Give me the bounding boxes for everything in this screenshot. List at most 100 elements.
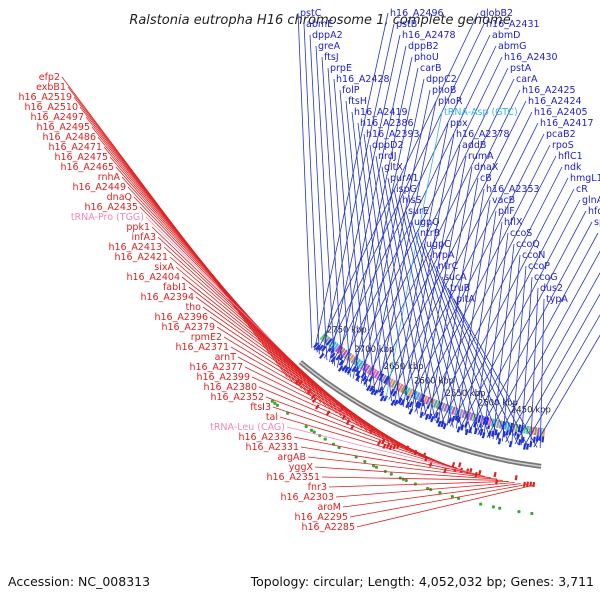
forward-gene-label[interactable]: hflC1 <box>558 151 583 162</box>
forward-gene-label[interactable]: dppA2 <box>312 30 343 41</box>
forward-gene-label[interactable]: hfq <box>588 206 600 217</box>
reverse-gene-label[interactable]: h16_A2413 <box>108 242 162 253</box>
forward-gene-label[interactable]: hflX <box>504 217 523 228</box>
reverse-gene-label[interactable]: h16_A2471 <box>48 142 102 153</box>
forward-gene-label[interactable]: folP <box>342 85 360 96</box>
forward-gene-label[interactable]: ugpC <box>426 239 451 250</box>
reverse-gene-label[interactable]: infA3 <box>131 232 156 243</box>
reverse-gene-label[interactable]: h16_A2351 <box>266 472 320 483</box>
forward-gene-label[interactable]: hrpA <box>432 250 455 261</box>
forward-gene-label[interactable]: phoU <box>414 52 439 63</box>
reverse-gene-label[interactable]: yggX <box>289 462 314 473</box>
reverse-gene-label[interactable]: h16_A2285 <box>301 522 355 533</box>
forward-gene-label[interactable]: ftsJ <box>324 52 339 63</box>
forward-gene-label[interactable]: rpoS <box>552 140 574 151</box>
forward-gene-label[interactable]: ccoP <box>528 261 550 272</box>
forward-gene-label[interactable]: ccoN <box>522 250 545 261</box>
reverse-gene-label[interactable]: ppk1 <box>126 222 150 233</box>
forward-gene-label[interactable]: h16_A2417 <box>540 118 594 129</box>
forward-gene-label[interactable]: h16_A2419 <box>354 107 408 118</box>
forward-gene-label[interactable]: cR <box>576 184 588 195</box>
forward-gene-label[interactable]: gltX <box>384 162 403 173</box>
reverse-gene-label[interactable]: tRNA-Leu (CAG) <box>210 422 285 433</box>
forward-gene-label[interactable]: ispG <box>396 184 417 195</box>
forward-gene-label[interactable]: globB2 <box>480 8 513 19</box>
forward-gene-label[interactable]: glnA1 <box>582 195 600 206</box>
reverse-gene-label[interactable]: tho <box>185 302 201 313</box>
forward-gene-label[interactable]: carB <box>420 63 441 74</box>
reverse-gene-label[interactable]: h16_A2475 <box>54 152 108 163</box>
reverse-gene-label[interactable]: h16_A2371 <box>175 342 229 353</box>
forward-gene-label[interactable]: tRNA-Asp (GTC) <box>444 107 518 118</box>
forward-gene-label[interactable]: carA <box>516 74 538 85</box>
forward-gene-label[interactable]: ndk <box>564 162 582 173</box>
forward-gene-label[interactable]: abmE <box>306 19 333 30</box>
reverse-gene-label[interactable]: h16_A2404 <box>126 272 180 283</box>
forward-gene-label[interactable]: vacB <box>492 195 515 206</box>
reverse-gene-label[interactable]: h16_A2336 <box>238 432 292 443</box>
forward-gene-label[interactable]: prpE <box>330 63 352 74</box>
forward-gene-label[interactable]: purA1 <box>390 173 419 184</box>
reverse-gene-label[interactable]: dnaQ <box>107 192 132 203</box>
forward-gene-label[interactable]: ccoQ <box>516 239 540 250</box>
reverse-gene-label[interactable]: h16_A2352 <box>210 392 264 403</box>
reverse-gene-label[interactable]: h16_A2435 <box>84 202 138 213</box>
forward-gene-label[interactable]: h16_A2496 <box>390 8 444 19</box>
reverse-gene-label[interactable]: h16_A2399 <box>196 372 250 383</box>
forward-gene-label[interactable]: h16_A2386 <box>360 118 414 129</box>
forward-gene-label[interactable]: abmD <box>492 30 520 41</box>
forward-gene-label[interactable]: spoU <box>594 217 600 228</box>
forward-gene-label[interactable]: rumA <box>468 151 494 162</box>
forward-gene-label[interactable]: greA <box>318 41 341 52</box>
forward-gene-label[interactable]: phoR <box>438 96 463 107</box>
forward-gene-label[interactable]: ntrC <box>438 261 459 272</box>
forward-gene-label[interactable]: hmgL1 <box>570 173 600 184</box>
forward-gene-label[interactable]: dnaX <box>474 162 499 173</box>
reverse-gene-label[interactable]: h16_A2495 <box>36 122 90 133</box>
reverse-gene-label[interactable]: h16_A2303 <box>280 492 334 503</box>
forward-gene-label[interactable]: h16_A2353 <box>486 184 540 195</box>
reverse-gene-label[interactable]: rnhA <box>98 172 121 183</box>
reverse-gene-label[interactable]: rpmE2 <box>191 332 222 343</box>
forward-gene-label[interactable]: h16_A2430 <box>504 52 558 63</box>
forward-gene-label[interactable]: h16_A2428 <box>336 74 390 85</box>
forward-gene-label[interactable]: pcaB2 <box>546 129 576 140</box>
forward-gene-label[interactable]: abmG <box>498 41 526 52</box>
forward-gene-label[interactable]: ccoS <box>510 228 532 239</box>
forward-gene-label[interactable]: pitA <box>456 294 475 305</box>
forward-gene-label[interactable]: dppB2 <box>408 41 439 52</box>
forward-gene-label[interactable]: pstB <box>396 19 417 30</box>
forward-gene-label[interactable]: h16_A2425 <box>522 85 576 96</box>
reverse-gene-label[interactable]: h16_A2394 <box>140 292 194 303</box>
forward-gene-label[interactable]: truB <box>450 283 470 294</box>
reverse-gene-label[interactable]: ftsI3 <box>250 402 271 413</box>
forward-gene-label[interactable]: h16_A2431 <box>486 19 540 30</box>
reverse-gene-label[interactable]: h16_A2519 <box>18 92 72 103</box>
forward-gene-label[interactable]: dus2 <box>540 283 563 294</box>
forward-gene-label[interactable]: dppD2 <box>372 140 403 151</box>
forward-gene-label[interactable]: cB <box>480 173 492 184</box>
reverse-gene-label[interactable]: arnT <box>215 352 237 363</box>
reverse-gene-label[interactable]: h16_A2497 <box>30 112 84 123</box>
forward-gene-label[interactable]: h16_A2424 <box>528 96 582 107</box>
reverse-gene-label[interactable]: exbB1 <box>36 82 66 93</box>
forward-gene-label[interactable]: dppC2 <box>426 74 457 85</box>
reverse-gene-label[interactable]: h16_A2449 <box>72 182 126 193</box>
forward-gene-label[interactable]: ftsH <box>348 96 367 107</box>
reverse-gene-label[interactable]: h16_A2510 <box>24 102 78 113</box>
forward-gene-label[interactable]: sucA <box>444 272 467 283</box>
forward-gene-label[interactable]: surE <box>408 206 429 217</box>
forward-gene-label[interactable]: h16_A2405 <box>534 107 588 118</box>
forward-gene-label[interactable]: addB <box>462 140 486 151</box>
forward-gene-label[interactable]: pstA <box>510 63 532 74</box>
forward-gene-label[interactable]: ccoG <box>534 272 558 283</box>
reverse-gene-label[interactable]: efp2 <box>39 72 60 83</box>
forward-gene-label[interactable]: pilF <box>498 206 515 217</box>
reverse-gene-label[interactable]: h16_A2465 <box>60 162 114 173</box>
reverse-gene-label[interactable]: h16_A2380 <box>203 382 257 393</box>
forward-gene-label[interactable]: ugpQ <box>414 217 440 228</box>
forward-gene-label[interactable]: h16_A2393 <box>366 129 420 140</box>
reverse-gene-label[interactable]: aroM <box>317 502 341 513</box>
reverse-gene-label[interactable]: h16_A2486 <box>42 132 96 143</box>
reverse-gene-label[interactable]: h16_A2331 <box>245 442 299 453</box>
